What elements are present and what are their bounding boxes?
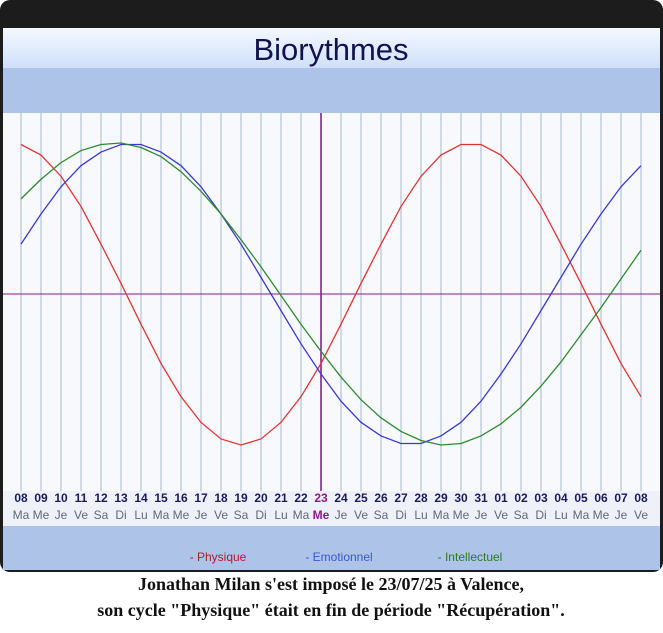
x-weekday-label: Ma <box>433 508 450 522</box>
caption-line: son cycle "Physique" était en fin de pér… <box>97 600 564 620</box>
legend-entry: - Physique <box>190 550 247 564</box>
x-tick-label: 19 <box>234 491 248 505</box>
legend-entry: - Intellectuel <box>438 550 503 564</box>
legend-entry: - Emotionnel <box>305 550 372 564</box>
x-tick-label: 20 <box>254 491 268 505</box>
x-tick-label: 10 <box>54 491 68 505</box>
x-tick-label: 29 <box>434 491 448 505</box>
header-band <box>3 68 660 113</box>
x-weekday-label: Ve <box>494 508 508 522</box>
x-tick-label: 01 <box>494 491 508 505</box>
x-tick-label: 28 <box>414 491 428 505</box>
series-line <box>20 143 642 446</box>
x-weekday-label: Je <box>335 508 348 522</box>
x-weekday-label: Je <box>475 508 488 522</box>
x-tick-label: 18 <box>214 491 228 505</box>
x-weekday-label: Lu <box>554 508 567 522</box>
x-tick-label: 13 <box>114 491 128 505</box>
x-tick-label: 07 <box>614 491 628 505</box>
x-tick-label: 12 <box>94 491 108 505</box>
x-weekday-label: Je <box>55 508 68 522</box>
x-weekday-label: Di <box>255 508 266 522</box>
x-weekday-label: Me <box>453 508 470 522</box>
x-weekday-label: Ve <box>354 508 368 522</box>
x-tick-label: 17 <box>194 491 208 505</box>
x-weekday-label: Sa <box>94 508 109 522</box>
x-tick-label: 14 <box>134 491 148 505</box>
x-weekday-label: Sa <box>234 508 249 522</box>
x-tick-label: 25 <box>354 491 368 505</box>
x-weekday-label: Ma <box>293 508 310 522</box>
x-weekday-label: Ma <box>153 508 170 522</box>
x-tick-label: 08 <box>14 491 28 505</box>
x-tick-label: 03 <box>534 491 548 505</box>
x-tick-label: 24 <box>334 491 348 505</box>
caption-line: Jonathan Milan s'est imposé le 23/07/25 … <box>138 574 524 594</box>
series-line <box>20 142 642 446</box>
x-weekday-label: Sa <box>514 508 529 522</box>
x-tick-label: 23 <box>314 491 328 505</box>
x-weekday-label: Ma <box>573 508 590 522</box>
x-tick-label: 30 <box>454 491 468 505</box>
x-weekday-label: Lu <box>134 508 147 522</box>
x-weekday-label: Di <box>535 508 546 522</box>
x-tick-label: 16 <box>174 491 188 505</box>
x-weekday-label: Ve <box>214 508 228 522</box>
legend-band <box>3 526 660 570</box>
x-tick-label: 31 <box>474 491 488 505</box>
x-weekday-label: Sa <box>374 508 389 522</box>
x-tick-label: 26 <box>374 491 388 505</box>
label-area <box>3 491 660 526</box>
x-weekday-label: Di <box>115 508 126 522</box>
x-tick-label: 04 <box>554 491 568 505</box>
series-line <box>20 143 642 445</box>
x-weekday-label: Lu <box>274 508 287 522</box>
x-weekday-label: Me <box>593 508 610 522</box>
x-weekday-label: Di <box>395 508 406 522</box>
x-tick-label: 08 <box>634 491 648 505</box>
x-weekday-label: Je <box>195 508 208 522</box>
x-tick-label: 09 <box>34 491 48 505</box>
x-tick-label: 11 <box>75 491 88 505</box>
x-weekday-label: Me <box>33 508 50 522</box>
plot-area <box>3 113 660 491</box>
x-weekday-label: Lu <box>414 508 427 522</box>
x-tick-label: 05 <box>574 491 588 505</box>
x-tick-label: 21 <box>274 491 288 505</box>
x-tick-label: 22 <box>294 491 308 505</box>
title-band <box>3 28 660 68</box>
x-weekday-label: Me <box>173 508 190 522</box>
x-tick-label: 02 <box>514 491 528 505</box>
x-weekday-label: Ve <box>74 508 88 522</box>
x-tick-label: 15 <box>154 491 168 505</box>
x-weekday-label: Je <box>615 508 628 522</box>
x-tick-label: 06 <box>594 491 608 505</box>
x-tick-label: 27 <box>394 491 408 505</box>
x-weekday-label: Ma <box>13 508 30 522</box>
x-weekday-label: Ve <box>634 508 648 522</box>
x-weekday-label: Me <box>313 508 330 522</box>
chart-title: Biorythmes <box>253 32 408 67</box>
